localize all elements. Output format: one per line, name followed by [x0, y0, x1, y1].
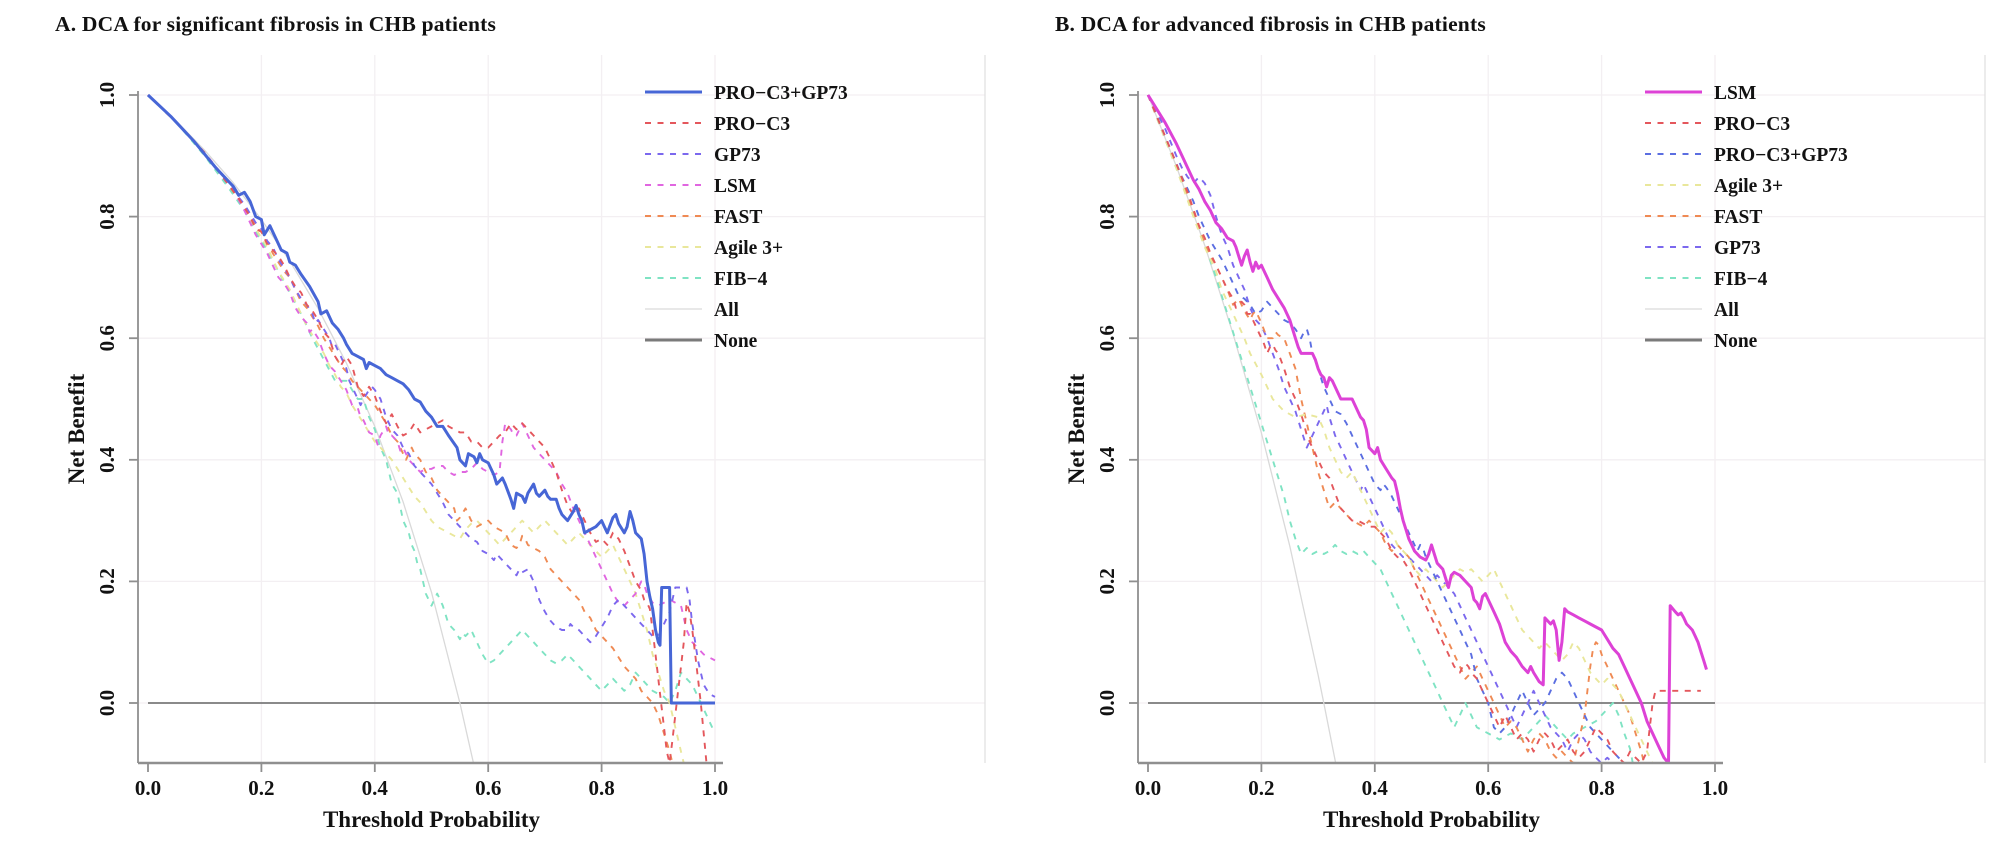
- x-tick-label: 0.8: [588, 776, 614, 800]
- x-tick-label: 0.6: [475, 776, 501, 800]
- y-tick-label: 0.4: [95, 446, 119, 473]
- legend-label: FIB−4: [714, 269, 768, 290]
- y-tick-label: 0.8: [1095, 203, 1119, 229]
- y-axis-title: Net Benefit: [1064, 373, 1089, 484]
- legend-label: GP73: [714, 145, 761, 166]
- legend-label: PRO−C3: [714, 114, 790, 135]
- y-tick-label: 0.6: [95, 325, 119, 351]
- series-lsm: [147, 94, 716, 662]
- legend-label: None: [1714, 331, 1758, 352]
- legend-item-lsm: LSM: [1645, 83, 1756, 104]
- panel-b-chart: 0.0 0.2 0.4 0.6 0.8 1.0 0.0 0.2 0.4 0.6 0.8 1.0 Thre…: [1064, 55, 1986, 832]
- series-group: [1146, 94, 1715, 763]
- legend-label: PRO−C3+GP73: [714, 83, 848, 104]
- legend-label: Agile 3+: [1714, 176, 1783, 197]
- series-pro-c3: [147, 94, 708, 763]
- series-gp73: [1147, 94, 1614, 763]
- axes: 0.0 0.2 0.4 0.6 0.8 1.0 0.0 0.2 0.4 0.6 0.8 1.0 Thre…: [64, 82, 728, 832]
- series-lsm: [1146, 94, 1708, 763]
- legend-label: LSM: [714, 176, 756, 197]
- series-fib-4: [1147, 94, 1634, 763]
- legend-item-pro-c3: PRO−C3: [1645, 114, 1790, 135]
- series-pro-c3plusgp73: [146, 93, 715, 705]
- legend-item-agile-3plus: Agile 3+: [1645, 176, 1783, 197]
- legend-label: PRO−C3+GP73: [1714, 145, 1848, 166]
- legend: LSM PRO−C3 PRO−C3+GP73 Agile 3+ FAST GP73 FIB−…: [1645, 83, 1848, 352]
- x-tick-label: 0.8: [1588, 776, 1614, 800]
- legend-item-fast: FAST: [1645, 207, 1762, 228]
- y-tick-label: 0.0: [1095, 690, 1119, 716]
- series-all: [147, 94, 475, 763]
- y-tick-label: 0.8: [95, 203, 119, 229]
- series-pro-c3: [1147, 94, 1701, 763]
- legend-item-all: All: [645, 300, 740, 321]
- y-tick-label: 0.2: [1095, 568, 1119, 594]
- legend-item-all: All: [1645, 300, 1740, 321]
- legend-label: None: [714, 331, 758, 352]
- panel-b: B. DCA for advanced fibrosis in CHB pati…: [1000, 0, 1999, 855]
- series-agile-3plus: [1147, 94, 1654, 763]
- y-tick-label: 0.2: [95, 568, 119, 594]
- legend-label: PRO−C3: [1714, 114, 1790, 135]
- legend-label: Agile 3+: [714, 238, 783, 259]
- gridlines: [1138, 55, 1986, 763]
- legend-item-pro-c3plusgp73: PRO−C3+GP73: [645, 83, 848, 104]
- legend-label: All: [1714, 300, 1740, 321]
- legend-label: LSM: [1714, 83, 1756, 104]
- x-tick-label: 1.0: [1702, 776, 1728, 800]
- legend: PRO−C3+GP73 PRO−C3 GP73 LSM FAST Agile 3+ FIB−…: [645, 83, 848, 352]
- x-tick-label: 0.6: [1475, 776, 1501, 800]
- series-group: [146, 93, 716, 763]
- series-fast: [1147, 94, 1646, 763]
- panel-a-chart: 0.0 0.2 0.4 0.6 0.8 1.0 0.0 0.2 0.4 0.6 0.8 1.0 Thre…: [64, 55, 986, 832]
- legend-label: GP73: [1714, 238, 1761, 259]
- series-agile-3plus: [147, 94, 685, 763]
- legend-label: FAST: [714, 207, 762, 228]
- legend-item-fib-4: FIB−4: [645, 269, 768, 290]
- y-tick-label: 1.0: [95, 82, 119, 108]
- legend-label: All: [714, 300, 740, 321]
- legend-item-agile-3plus: Agile 3+: [645, 238, 783, 259]
- legend-label: FAST: [1714, 207, 1762, 228]
- panel-b-title: B. DCA for advanced fibrosis in CHB pati…: [1055, 12, 1486, 36]
- y-tick-label: 0.6: [1095, 325, 1119, 351]
- x-tick-label: 0.4: [362, 776, 389, 800]
- panel-a: A. DCA for significant fibrosis in CHB p…: [0, 0, 999, 855]
- x-tick-label: 0.2: [248, 776, 274, 800]
- y-tick-label: 1.0: [1095, 82, 1119, 108]
- legend-item-gp73: GP73: [1645, 238, 1761, 259]
- legend-label: FIB−4: [1714, 269, 1768, 290]
- series-pro-c3plusgp73: [1147, 94, 1625, 763]
- panel-a-title: A. DCA for significant fibrosis in CHB p…: [55, 12, 497, 36]
- legend-item-lsm: LSM: [645, 176, 756, 197]
- x-axis-title: Threshold Probability: [1323, 807, 1541, 832]
- series-fast: [147, 94, 674, 763]
- legend-item-fib-4: FIB−4: [1645, 269, 1768, 290]
- x-tick-label: 1.0: [702, 776, 728, 800]
- x-tick-label: 0.2: [1248, 776, 1274, 800]
- x-tick-label: 0.0: [1135, 776, 1161, 800]
- legend-item-gp73: GP73: [645, 145, 761, 166]
- legend-item-pro-c3: PRO−C3: [645, 114, 790, 135]
- legend-item-none: None: [645, 331, 758, 352]
- gridlines: [138, 55, 986, 763]
- y-tick-label: 0.4: [1095, 446, 1119, 473]
- series-fib-4: [147, 94, 716, 734]
- y-tick-label: 0.0: [95, 690, 119, 716]
- x-axis-title: Threshold Probability: [323, 807, 541, 832]
- axes: 0.0 0.2 0.4 0.6 0.8 1.0 0.0 0.2 0.4 0.6 0.8 1.0 Thre…: [1064, 82, 1728, 832]
- legend-item-fast: FAST: [645, 207, 762, 228]
- legend-item-none: None: [1645, 331, 1758, 352]
- y-axis-title: Net Benefit: [64, 373, 89, 484]
- x-tick-label: 0.4: [1362, 776, 1389, 800]
- x-tick-label: 0.0: [135, 776, 161, 800]
- legend-item-pro-c3plusgp73: PRO−C3+GP73: [1645, 145, 1848, 166]
